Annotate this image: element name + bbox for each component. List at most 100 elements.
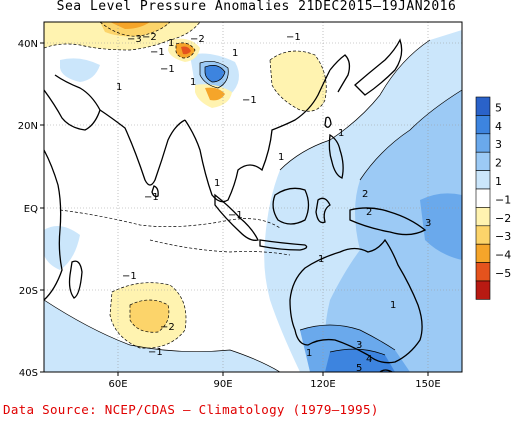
negative-anomaly-region xyxy=(181,46,191,55)
lat-tick-label: EQ xyxy=(24,204,38,215)
data-source-label: Data Source: xyxy=(3,402,97,417)
contour-label: −1 xyxy=(150,47,165,58)
legend-label: −3 xyxy=(495,230,511,243)
lon-tick-label: 120E xyxy=(310,379,335,390)
positive-anomaly-region xyxy=(60,58,100,82)
contour-label: −1 xyxy=(148,347,163,358)
negative-anomaly-region xyxy=(270,51,327,112)
contour-label: −2 xyxy=(160,322,175,333)
lon-tick-label: 90E xyxy=(213,379,232,390)
anomaly-fill-layer xyxy=(44,22,462,372)
contour-label: 2 xyxy=(366,207,372,218)
contour-label: 3 xyxy=(356,340,362,351)
lat-tick-label: 20N xyxy=(18,121,38,132)
legend-label: 4 xyxy=(495,120,502,133)
lon-tick-label: 150E xyxy=(415,379,440,390)
positive-anomaly-region xyxy=(325,349,395,372)
legend-label: 3 xyxy=(495,138,502,151)
coastline-borneo xyxy=(272,187,310,225)
positive-anomaly-region xyxy=(420,193,462,260)
legend-swatch xyxy=(475,188,491,208)
legend-label: −2 xyxy=(495,212,511,225)
coastline-madagascar xyxy=(68,260,83,299)
contour-label: 1 xyxy=(190,77,196,88)
negative-anomaly-region xyxy=(130,300,169,333)
coastline-sri-lanka xyxy=(151,185,159,198)
contour-label: −1 xyxy=(286,32,301,43)
lat-tick-label: 40N xyxy=(18,39,38,50)
contour-label: 5 xyxy=(356,363,362,374)
contour-label: −2 xyxy=(142,32,157,43)
contour-label: 2 xyxy=(362,189,368,200)
legend-swatch xyxy=(475,225,491,245)
coastline-new-guinea xyxy=(349,207,427,236)
coastline-taiwan xyxy=(324,116,332,128)
contour-label: −1 xyxy=(160,64,175,75)
contour-labels: −3 −2 −1 1 −1 −2 −1 1 1 1 −1 1 2 2 −1 −1… xyxy=(116,32,431,374)
coastline-sulawesi xyxy=(315,197,331,224)
data-source-note: Data Source: NCEP/CDAS – Climatology (19… xyxy=(3,402,379,417)
contour-label: −1 xyxy=(122,271,137,282)
contour-label: 1 xyxy=(214,178,220,189)
coastline-africa-east xyxy=(44,149,63,301)
legend-colorbar: 5 4 3 2 1 −1 −2 −3 −4 −5 xyxy=(475,96,511,300)
coastline-tasmania xyxy=(379,369,393,372)
contour-label: 1 xyxy=(390,300,396,311)
contour-label: 1 xyxy=(278,152,284,163)
negative-anomaly-region xyxy=(205,87,225,101)
coastline-java xyxy=(259,239,308,251)
legend-swatch xyxy=(475,243,491,263)
contour-label: 4 xyxy=(366,354,372,365)
contour-label: −3 xyxy=(127,34,142,45)
map-title: Sea Level Pressure Anomalies 21DEC2015–1… xyxy=(56,0,457,14)
legend-swatch xyxy=(475,96,491,116)
legend-label: −5 xyxy=(495,267,511,280)
coastlines xyxy=(44,38,427,372)
contour-label: 1 xyxy=(306,348,312,359)
coastline-australia xyxy=(289,238,423,364)
contour-label: −1 xyxy=(144,192,159,203)
coastline-indochina xyxy=(184,69,331,203)
legend-swatch xyxy=(475,115,491,135)
coastline-philippines xyxy=(328,133,344,179)
legend-swatch xyxy=(475,262,491,282)
map-frame xyxy=(43,21,463,373)
positive-anomaly-region xyxy=(44,300,280,372)
contour-label: 3 xyxy=(425,218,431,229)
positive-anomaly-region xyxy=(205,65,225,82)
contour-label: 1 xyxy=(168,38,174,49)
legend-label: 1 xyxy=(495,175,502,188)
lon-tick-label: 60E xyxy=(108,379,127,390)
lat-tick-label: 40S xyxy=(19,368,38,379)
contour-label: −1 xyxy=(228,210,243,221)
lat-tick-labels: 40N 20N EQ 20S 40S xyxy=(18,39,38,379)
positive-contours xyxy=(44,39,462,372)
contour-label: 1 xyxy=(318,254,324,265)
legend-label: −4 xyxy=(495,249,511,262)
coastline-india xyxy=(99,109,186,186)
data-source-text: NCEP/CDAS – Climatology (1979–1995) xyxy=(104,402,379,417)
contour-label: −1 xyxy=(242,95,257,106)
legend-label: 5 xyxy=(495,101,502,114)
legend-label: −1 xyxy=(495,193,511,206)
coastline-japan xyxy=(354,38,403,96)
contour-label: 1 xyxy=(116,82,122,93)
coastline-arabia-africa xyxy=(44,74,101,131)
legend-swatch xyxy=(475,151,491,171)
lat-tick-label: 20S xyxy=(19,286,38,297)
legend-swatch xyxy=(475,280,491,300)
contour-label: 1 xyxy=(338,128,344,139)
contour-label: 1 xyxy=(232,48,238,59)
coastline-sumatra xyxy=(214,193,259,241)
contour-label: −2 xyxy=(190,34,205,45)
graticule xyxy=(44,22,462,372)
legend-label: 2 xyxy=(495,157,502,170)
positive-anomaly-region xyxy=(44,226,80,270)
lon-tick-labels: 60E 90E 120E 150E xyxy=(108,379,440,390)
legend-swatch xyxy=(475,207,491,227)
legend-swatch xyxy=(475,170,491,190)
negative-anomaly-region xyxy=(110,22,150,29)
axis-ticks xyxy=(40,42,429,376)
legend-swatch xyxy=(475,133,491,153)
